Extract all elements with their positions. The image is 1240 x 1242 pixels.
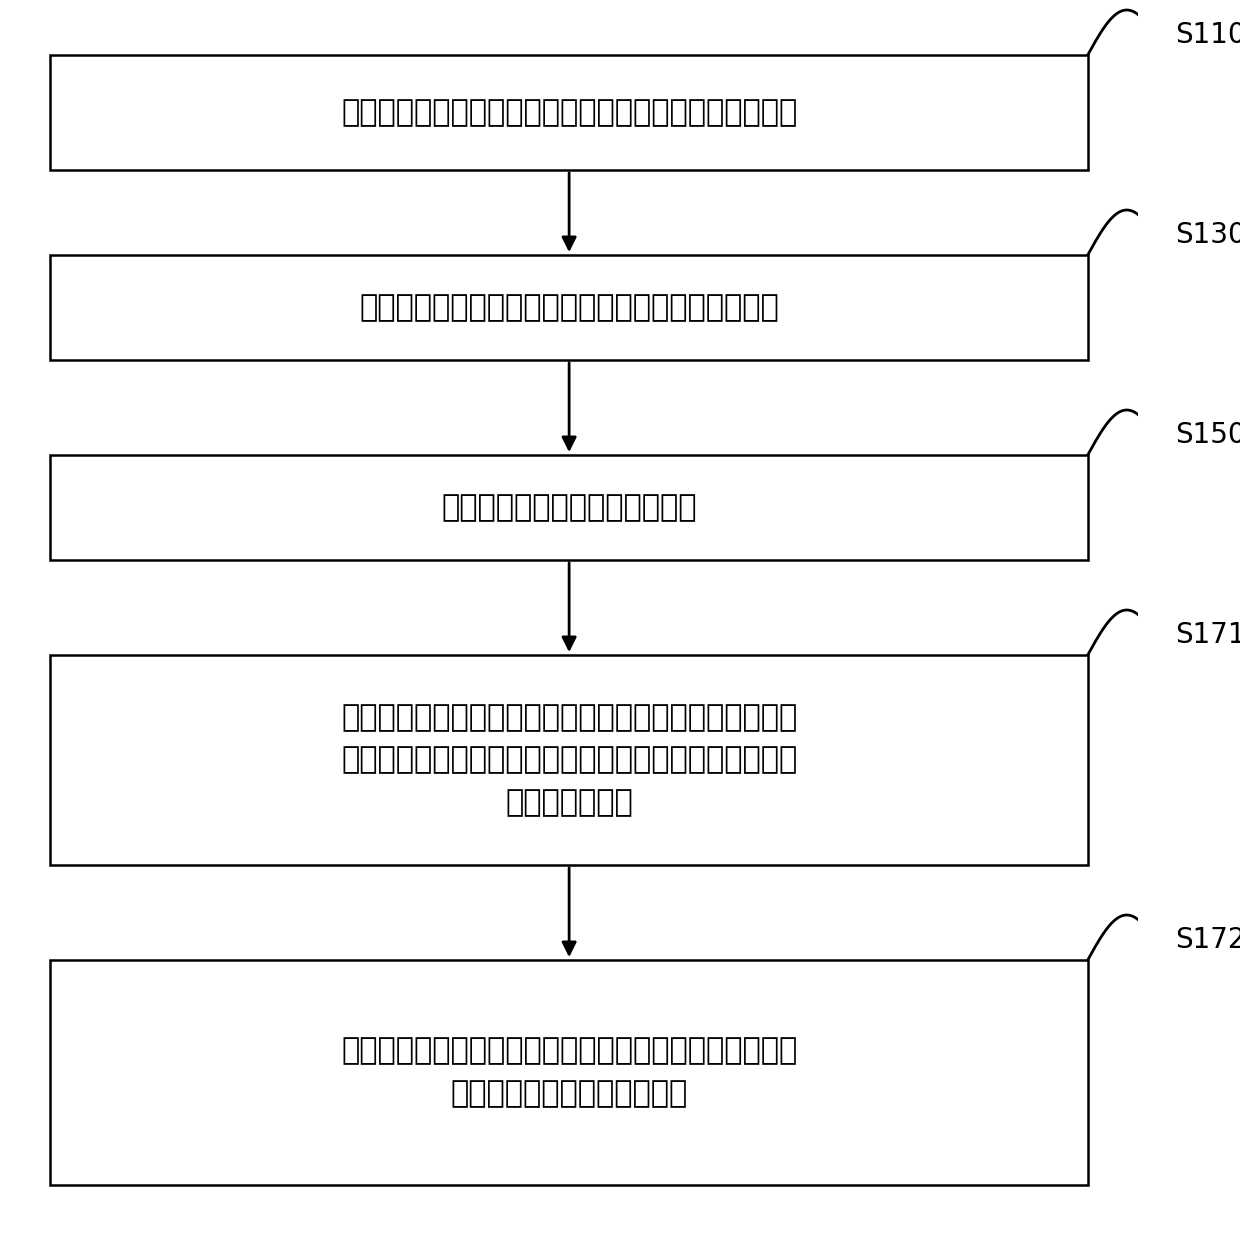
Bar	[51, 55, 1087, 170]
Text: 若识别到当前车辆处于非纯电驱动的驱动模式，且当前道
路坡度值小于等于第一坡度阈值时，根据当前行驶状态信
息确定蠕行扭矩: 若识别到当前车辆处于非纯电驱动的驱动模式，且当前道 路坡度值小于等于第一坡度阈值…	[341, 703, 797, 817]
Text: S171: S171	[1176, 621, 1240, 650]
Bar	[51, 255, 1087, 360]
Text: 实时判断当前道路坡度值是否小于等于第一坡度阈值: 实时判断当前道路坡度值是否小于等于第一坡度阈值	[360, 293, 779, 322]
Bar	[51, 960, 1087, 1185]
Bar	[51, 455, 1087, 560]
Text: S110: S110	[1176, 21, 1240, 48]
Text: S172: S172	[1176, 927, 1240, 954]
Text: 根据当前车况确定起步巡航扭矩: 根据当前车况确定起步巡航扭矩	[441, 493, 697, 522]
Text: 将所述起步巡航扭矩和蠕行扭矩中的较大值作为巡航需求
扭矩并输出，以控制车辆起步: 将所述起步巡航扭矩和蠕行扭矩中的较大值作为巡航需求 扭矩并输出，以控制车辆起步	[341, 1037, 797, 1108]
Text: S130: S130	[1176, 221, 1240, 248]
Text: 在自适应巡航模式下，实时识别当前车辆所处的驱动模式: 在自适应巡航模式下，实时识别当前车辆所处的驱动模式	[341, 98, 797, 127]
Text: S150: S150	[1176, 421, 1240, 450]
Bar	[51, 655, 1087, 864]
